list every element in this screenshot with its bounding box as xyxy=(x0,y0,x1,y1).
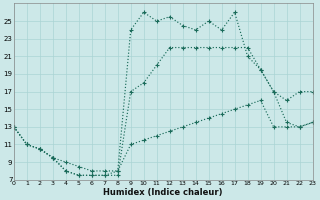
X-axis label: Humidex (Indice chaleur): Humidex (Indice chaleur) xyxy=(103,188,223,197)
